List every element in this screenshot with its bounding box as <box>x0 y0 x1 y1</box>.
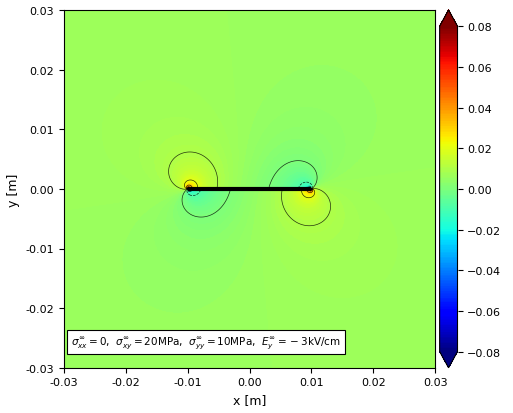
PathPatch shape <box>440 351 458 368</box>
X-axis label: x [m]: x [m] <box>233 393 266 406</box>
Text: $\sigma_{xx}^{\infty}=0$,  $\sigma_{xy}^{\infty}=20$MPa,  $\sigma_{yy}^{\infty}=: $\sigma_{xx}^{\infty}=0$, $\sigma_{xy}^{… <box>71 335 341 350</box>
Y-axis label: y [m]: y [m] <box>7 173 20 206</box>
PathPatch shape <box>440 11 458 27</box>
